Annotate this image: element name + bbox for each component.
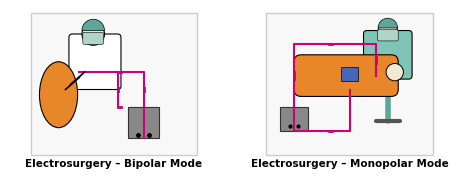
Ellipse shape: [39, 62, 78, 128]
FancyBboxPatch shape: [83, 32, 104, 44]
Wedge shape: [378, 18, 398, 28]
FancyBboxPatch shape: [266, 13, 433, 155]
FancyBboxPatch shape: [69, 34, 121, 90]
FancyBboxPatch shape: [128, 107, 159, 138]
FancyBboxPatch shape: [341, 67, 358, 81]
Text: Electrosurgery – Monopolar Mode: Electrosurgery – Monopolar Mode: [251, 159, 448, 169]
FancyBboxPatch shape: [294, 55, 398, 96]
FancyBboxPatch shape: [280, 107, 308, 131]
Circle shape: [82, 23, 104, 45]
FancyBboxPatch shape: [377, 30, 398, 41]
FancyBboxPatch shape: [31, 13, 197, 155]
Text: Electrosurgery – Bipolar Mode: Electrosurgery – Bipolar Mode: [26, 159, 202, 169]
Circle shape: [386, 64, 403, 81]
FancyBboxPatch shape: [364, 31, 412, 79]
Circle shape: [378, 21, 397, 40]
Wedge shape: [82, 19, 104, 31]
